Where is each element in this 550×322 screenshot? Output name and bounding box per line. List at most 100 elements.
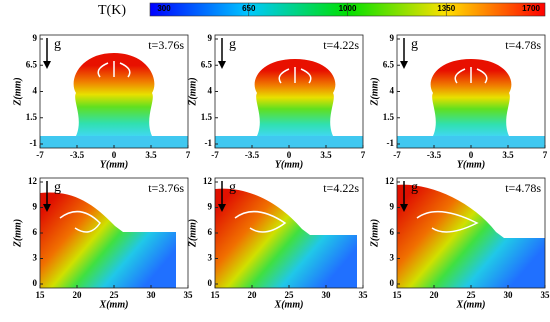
flow-arrow [97, 61, 131, 78]
y-tick-label: 0 [208, 278, 213, 288]
melt-track [397, 184, 545, 288]
melt-column [254, 59, 336, 136]
x-tick-label: 35 [184, 290, 194, 300]
x-tick-label: 3.5 [145, 150, 157, 160]
x-tick-label: 15 [393, 290, 403, 300]
y-tick-label: 9 [390, 202, 395, 212]
x-tick-label: 35 [541, 290, 550, 300]
y-tick-label: 9 [208, 202, 213, 212]
time-label: t=3.76s [148, 38, 184, 52]
y-tick-label: 9 [208, 33, 213, 43]
melt-column [430, 59, 512, 136]
y-tick-label: 0 [33, 278, 38, 288]
y-tick-label: 9 [33, 33, 38, 43]
x-tick-label: 30 [504, 290, 514, 300]
y-tick-label: 6.5 [383, 59, 395, 69]
gravity-label: g [229, 180, 236, 195]
y-axis-label: Z(mm) [187, 77, 198, 106]
x-tick-label: -7 [393, 150, 401, 160]
gravity-label: g [54, 180, 61, 195]
flow-arrow [416, 210, 479, 233]
gravity-arrowhead [43, 204, 51, 212]
y-axis-label: Z(mm) [12, 219, 23, 248]
x-tick-label: 3.5 [502, 150, 514, 160]
flow-arrow [278, 67, 312, 84]
y-axis-label: Z(mm) [12, 77, 23, 106]
y-tick-label: 6.5 [201, 59, 213, 69]
y-tick-label: 9 [33, 202, 38, 212]
melt-track [40, 192, 176, 288]
x-axis-label: X(mm) [274, 299, 304, 310]
y-tick-label: 6 [208, 227, 213, 237]
y-tick-label: 9 [390, 33, 395, 43]
x-tick-label: 25 [110, 290, 120, 300]
x-tick-label: 20 [430, 290, 440, 300]
colorbar-tick-label: 300 [157, 4, 171, 13]
y-tick-label: 3 [390, 253, 395, 263]
gravity-label: g [229, 37, 236, 52]
x-tick-label: 0 [469, 150, 474, 160]
x-tick-label: 7 [543, 150, 548, 160]
x-tick-label: 25 [285, 290, 295, 300]
y-tick-label: 12 [28, 176, 38, 186]
time-label: t=4.22s [323, 181, 359, 195]
x-tick-label: 3.5 [320, 150, 332, 160]
gravity-arrowhead [400, 204, 408, 212]
y-tick-label: 4 [33, 86, 38, 96]
y-tick-label: 3 [208, 253, 213, 263]
y-tick-label: 3 [33, 253, 38, 263]
x-axis-label: Y(mm) [100, 159, 128, 170]
x-tick-label: 7 [186, 150, 191, 160]
x-tick-label: -3.5 [70, 150, 85, 160]
gravity-arrowhead [218, 61, 226, 69]
x-tick-label: -7 [36, 150, 44, 160]
y-tick-label: 4 [208, 86, 213, 96]
x-tick-label: 15 [211, 290, 221, 300]
x-tick-label: 0 [112, 150, 117, 160]
flow-arrow [59, 210, 101, 233]
y-tick-label: 6.5 [26, 59, 38, 69]
gravity-arrowhead [218, 204, 226, 212]
y-tick-label: -1 [205, 138, 213, 148]
x-axis-label: X(mm) [99, 299, 129, 310]
colorbar-tick-label: 1700 [522, 4, 540, 13]
time-label: t=4.78s [505, 181, 541, 195]
y-axis-label: Z(mm) [187, 219, 198, 248]
x-tick-label: 0 [287, 150, 292, 160]
x-tick-label: 20 [73, 290, 83, 300]
flow-arrow [454, 67, 488, 84]
x-tick-label: 30 [322, 290, 332, 300]
x-axis-label: X(mm) [456, 299, 486, 310]
gravity-label: g [54, 37, 61, 52]
gravity-label: g [411, 37, 418, 52]
y-tick-label: 0 [390, 278, 395, 288]
x-tick-label: 20 [248, 290, 258, 300]
gravity-arrowhead [400, 61, 408, 69]
y-tick-label: 1.5 [201, 112, 213, 122]
x-axis-label: Y(mm) [457, 159, 485, 170]
x-tick-label: 30 [147, 290, 157, 300]
y-axis-label: Z(mm) [369, 77, 380, 106]
x-tick-label: 15 [36, 290, 46, 300]
melt-track [215, 188, 357, 288]
x-axis-label: Y(mm) [275, 159, 303, 170]
y-tick-label: 6 [390, 227, 395, 237]
y-axis-label: Z(mm) [369, 219, 380, 248]
time-label: t=4.22s [323, 38, 359, 52]
y-tick-label: 4 [390, 86, 395, 96]
melt-column [73, 53, 155, 136]
x-tick-label: 25 [467, 290, 477, 300]
x-tick-label: -7 [211, 150, 219, 160]
x-tick-label: -3.5 [427, 150, 442, 160]
x-tick-label: 35 [359, 290, 369, 300]
y-tick-label: -1 [30, 138, 38, 148]
y-tick-label: 12 [385, 176, 395, 186]
y-tick-label: -1 [387, 138, 395, 148]
y-tick-label: 6 [33, 227, 38, 237]
time-label: t=3.76s [148, 181, 184, 195]
y-tick-label: 1.5 [26, 112, 38, 122]
gravity-label: g [411, 180, 418, 195]
colorbar-label: T(K) [98, 3, 126, 18]
